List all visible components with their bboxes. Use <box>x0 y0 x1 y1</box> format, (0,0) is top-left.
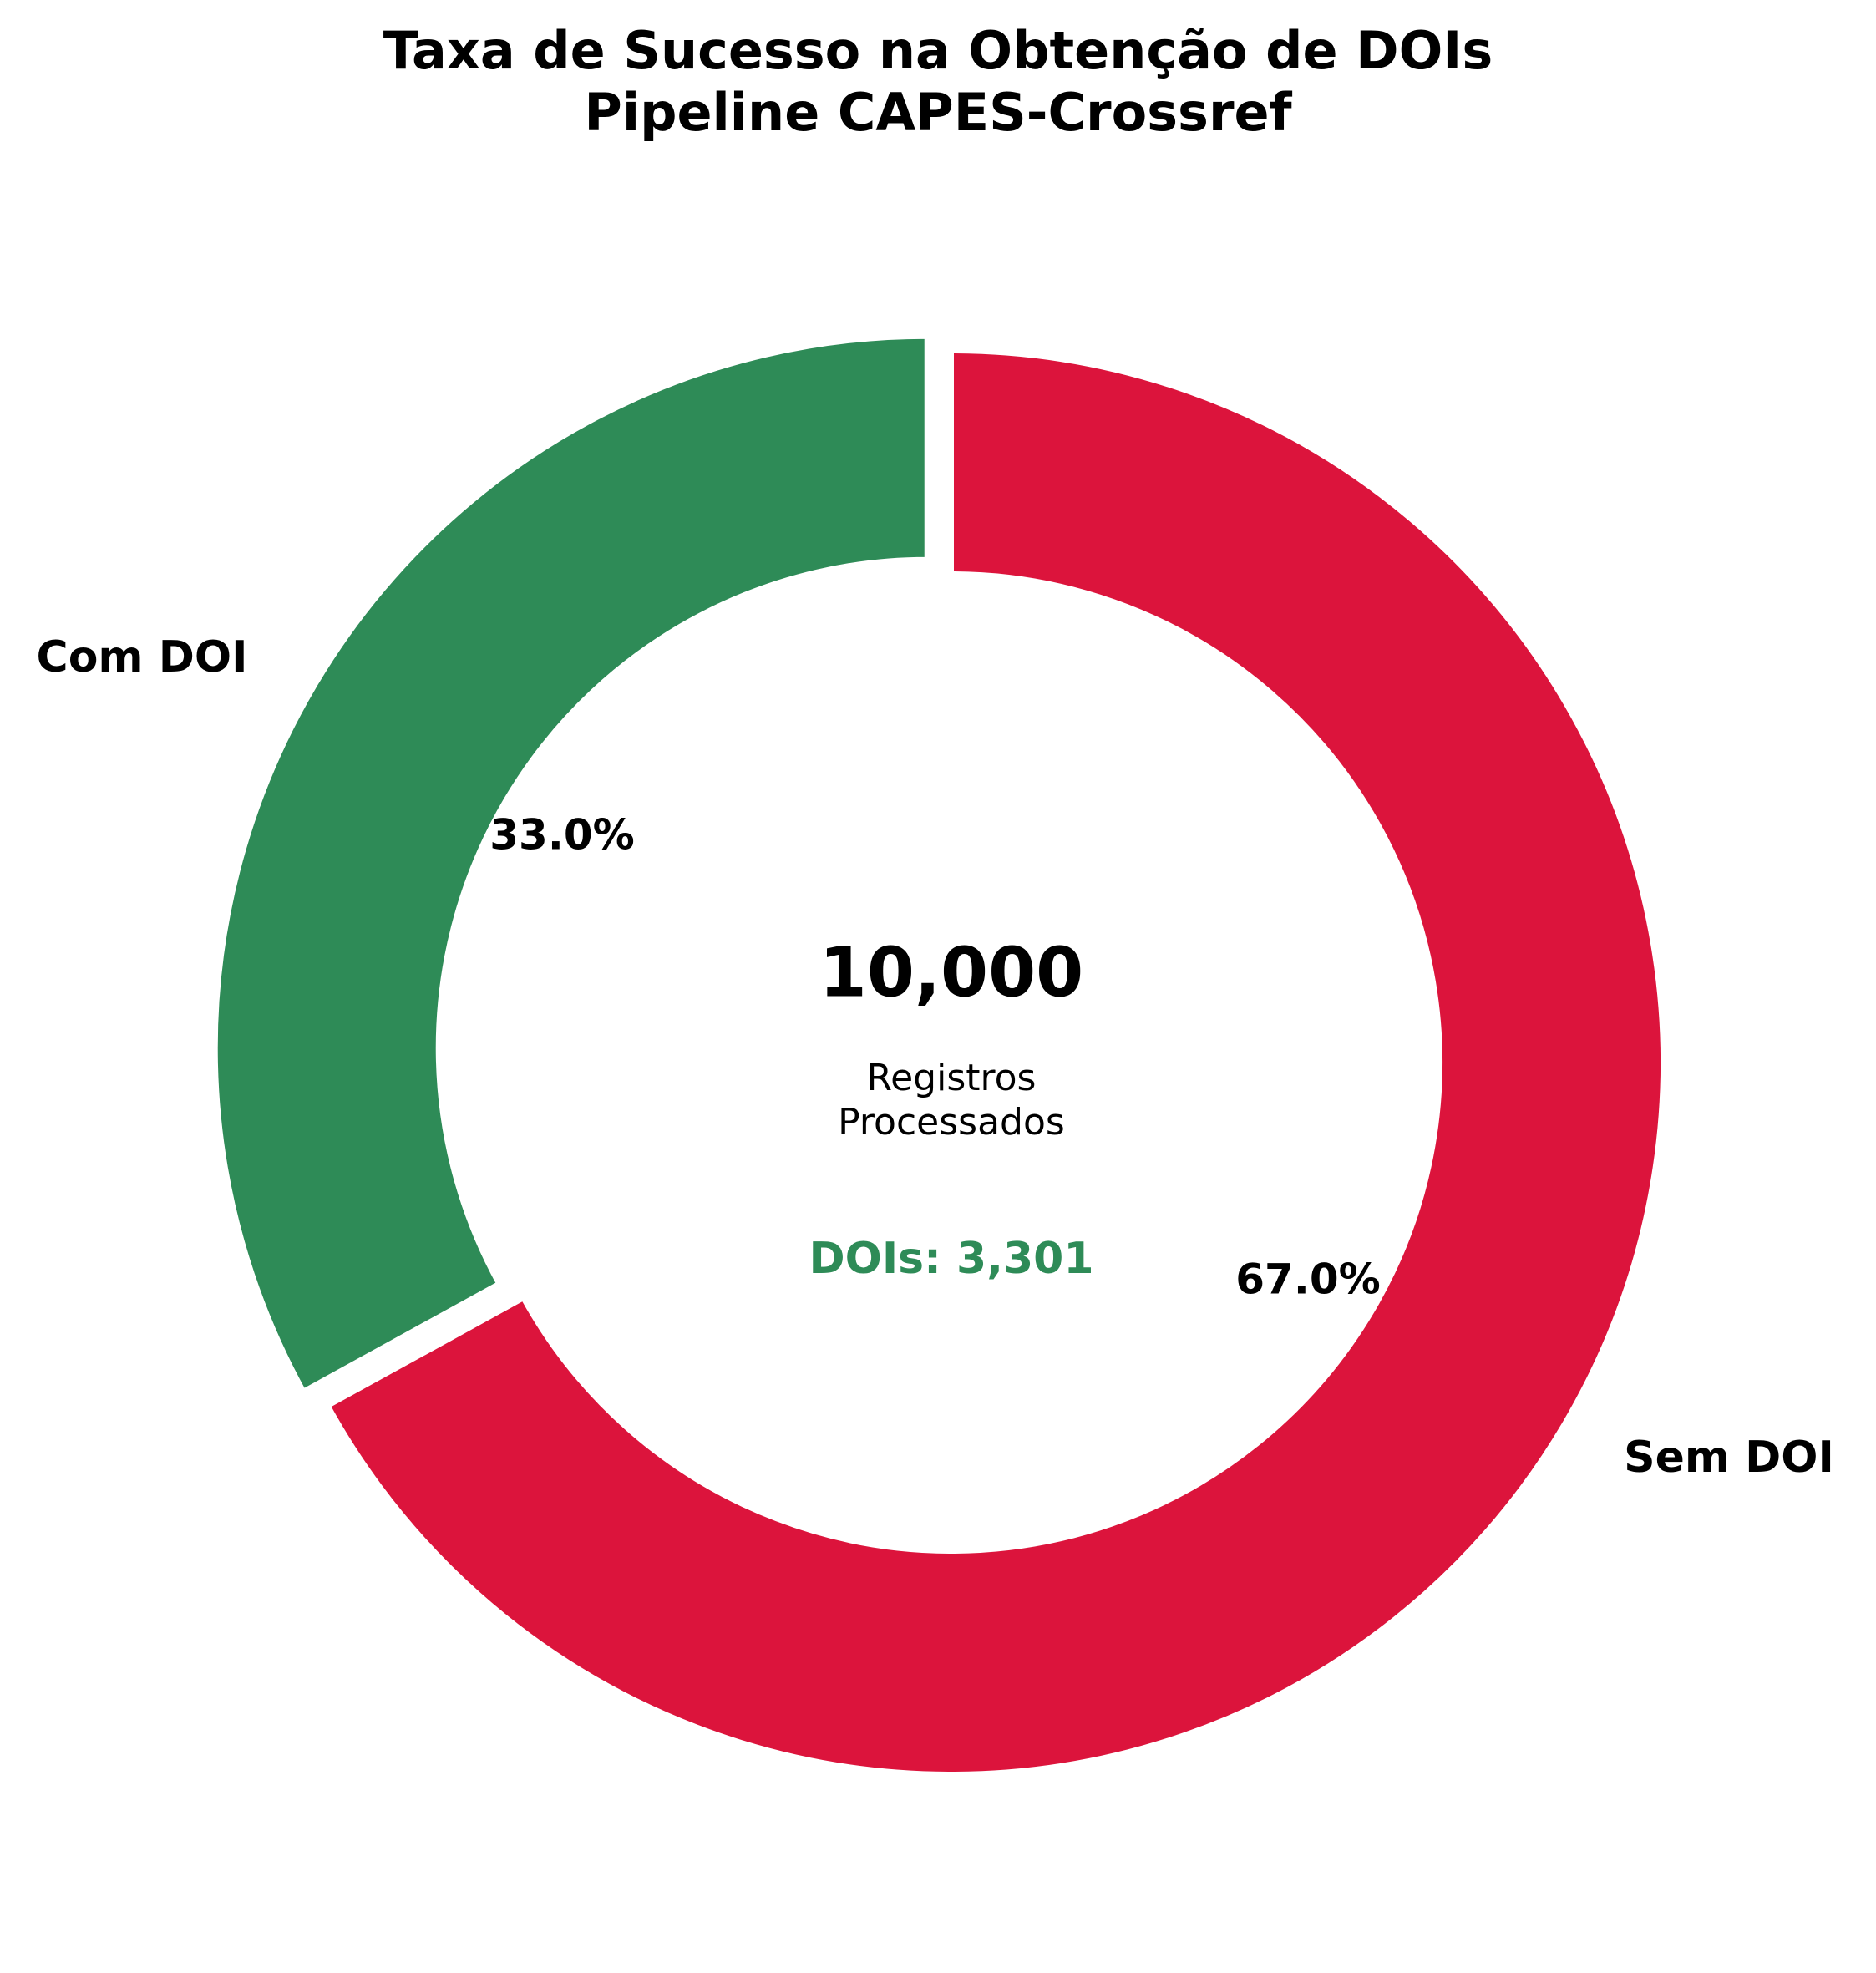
chart-title: Taxa de Sucesso na Obtenção de DOIs <box>383 20 1493 81</box>
center-dois-count: DOIs: 3,301 <box>809 1234 1093 1284</box>
slices-group <box>212 333 1666 1777</box>
center-caption-line1: Registros <box>867 1057 1037 1099</box>
slice-percent-sem-doi: 67.0% <box>1235 1255 1380 1304</box>
slice-percent-com-doi: 33.0% <box>489 811 634 860</box>
slice-sem-doi <box>324 347 1666 1777</box>
center-total: 10,000 <box>819 933 1083 1012</box>
slice-com-doi <box>212 333 930 1395</box>
slice-label-com-doi: Com DOI <box>37 632 248 682</box>
slice-label-sem-doi: Sem DOI <box>1624 1433 1834 1483</box>
chart-subtitle: Pipeline CAPES-Crossref <box>584 82 1292 143</box>
center-caption-line2: Processados <box>838 1101 1065 1144</box>
